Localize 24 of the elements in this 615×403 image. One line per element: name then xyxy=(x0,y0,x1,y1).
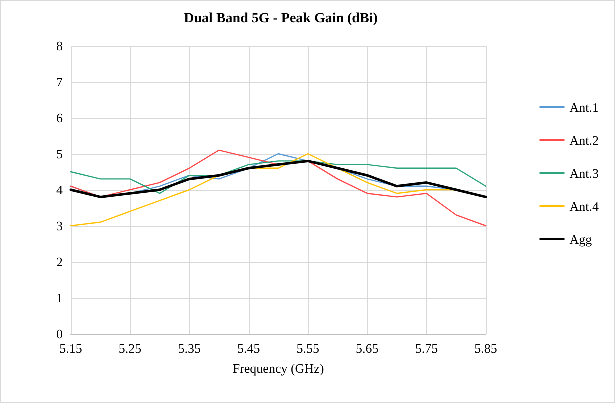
x-tick-label: 5.65 xyxy=(356,341,379,356)
y-tick-label: 6 xyxy=(56,110,64,126)
y-tick-label: 5 xyxy=(56,146,63,162)
y-tick-label: 3 xyxy=(56,218,63,234)
y-tick-label: 0 xyxy=(56,326,63,342)
legend-label: Agg xyxy=(570,232,593,247)
x-tick-label: 5.15 xyxy=(60,341,82,356)
chart-title: Dual Band 5G - Peak Gain (dBi) xyxy=(184,12,378,26)
x-tick-label: 5.35 xyxy=(178,341,201,356)
legend-label: Ant.3 xyxy=(570,166,599,181)
y-tick-label: 7 xyxy=(56,74,64,90)
y-tick-label: 1 xyxy=(56,290,63,306)
y-tick-label: 4 xyxy=(56,182,64,198)
legend-label: Ant.4 xyxy=(570,199,600,214)
legend-label: Ant.1 xyxy=(570,100,599,115)
y-tick-label: 2 xyxy=(56,254,63,270)
x-tick-label: 5.75 xyxy=(415,341,438,356)
legend-label: Ant.2 xyxy=(570,133,599,148)
x-axis-title: Frequency (GHz) xyxy=(232,361,324,376)
x-tick-label: 5.45 xyxy=(237,341,260,356)
x-tick-label: 5.25 xyxy=(118,341,142,356)
y-tick-label: 8 xyxy=(56,38,63,54)
x-tick-label: 5.85 xyxy=(474,341,498,356)
x-tick-label: 5.55 xyxy=(296,341,320,356)
